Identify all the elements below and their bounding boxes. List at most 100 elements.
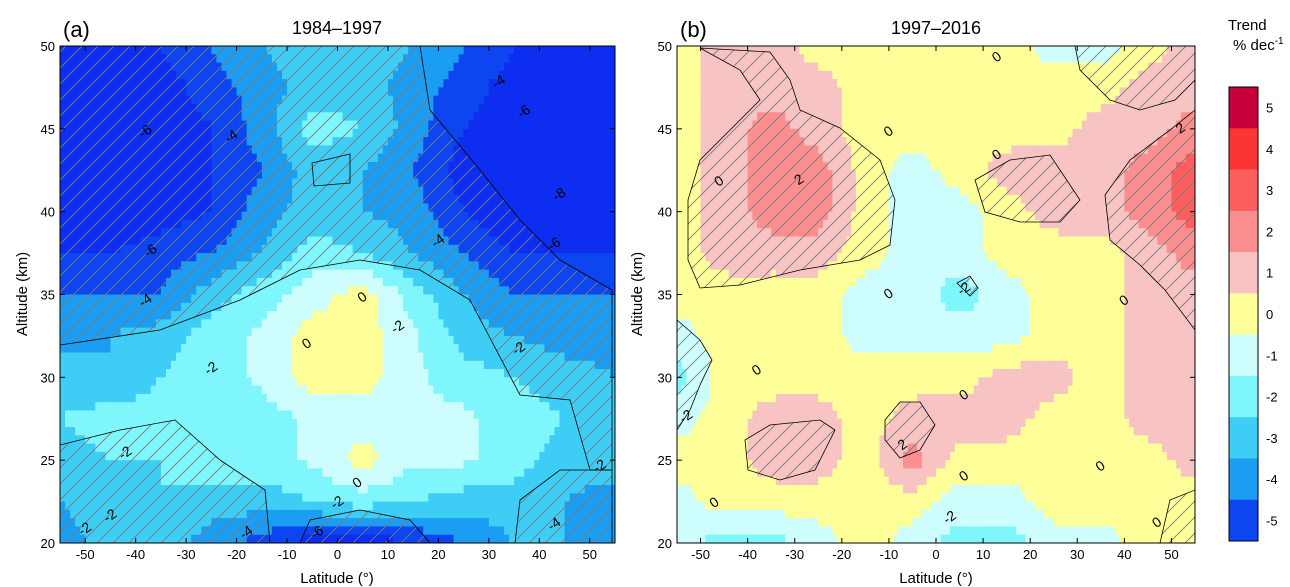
heatmap-cell xyxy=(453,54,460,64)
heatmap-cell xyxy=(332,352,339,362)
heatmap-cell xyxy=(564,410,571,420)
heatmap-cell xyxy=(70,369,76,378)
heatmap-cell xyxy=(504,62,510,72)
heatmap-cell xyxy=(458,327,465,337)
heatmap-cell xyxy=(246,402,253,412)
heatmap-cell xyxy=(246,352,253,362)
heatmap-cell xyxy=(352,286,359,296)
heatmap-cell xyxy=(367,319,374,329)
heatmap-cell xyxy=(609,170,615,180)
heatmap-cell xyxy=(130,369,137,378)
heatmap-cell xyxy=(498,46,505,55)
heatmap-cell xyxy=(297,286,303,296)
heatmap-cell xyxy=(191,393,197,403)
heatmap-cell xyxy=(488,344,495,354)
heatmap-cell xyxy=(171,352,177,362)
heatmap-cell xyxy=(509,79,515,89)
heatmap-cell xyxy=(564,211,571,221)
heatmap-cell xyxy=(423,410,429,420)
heatmap-cell xyxy=(357,369,364,378)
heatmap-cell xyxy=(352,294,359,304)
heatmap-cell xyxy=(276,286,283,296)
heatmap-cell xyxy=(261,327,268,337)
heatmap-cell xyxy=(463,402,470,412)
heatmap-cell xyxy=(75,418,81,428)
heatmap-cell xyxy=(549,178,556,188)
heatmap-cell xyxy=(297,311,303,320)
heatmap-cell xyxy=(347,294,354,304)
heatmap-cell xyxy=(529,195,535,204)
heatmap-cell xyxy=(120,393,127,403)
heatmap-cell xyxy=(453,369,460,378)
heatmap-cell xyxy=(80,410,86,420)
heatmap-cell xyxy=(468,360,475,370)
heatmap-cell xyxy=(342,335,349,345)
heatmap-cell xyxy=(534,219,540,229)
heatmap-cell xyxy=(241,327,248,337)
heatmap-cell xyxy=(312,385,318,395)
heatmap-cell xyxy=(609,236,615,246)
heatmap-cell xyxy=(322,319,329,329)
heatmap-cell xyxy=(539,170,545,180)
heatmap-cell xyxy=(554,120,561,130)
heatmap-cell xyxy=(393,311,399,320)
heatmap-cell xyxy=(387,393,394,403)
heatmap-cell xyxy=(498,87,505,97)
heatmap-cell xyxy=(206,402,212,412)
heatmap-cell xyxy=(398,385,404,395)
heatmap-cell xyxy=(443,79,450,89)
heatmap-cell xyxy=(357,302,364,312)
heatmap-cell xyxy=(564,178,571,188)
heatmap-cell xyxy=(428,360,434,370)
heatmap-cell xyxy=(196,369,202,378)
heatmap-cell xyxy=(377,344,384,354)
heatmap-cell xyxy=(196,327,202,337)
heatmap-cell xyxy=(493,360,500,370)
heatmap-cell xyxy=(287,277,293,287)
heatmap-cell xyxy=(433,360,440,370)
heatmap-cell xyxy=(458,103,465,113)
heatmap-cell xyxy=(594,112,601,122)
heatmap-cell xyxy=(428,79,434,89)
heatmap-cell xyxy=(579,203,586,213)
heatmap-cell xyxy=(453,46,460,55)
heatmap-cell xyxy=(322,335,329,345)
heatmap-cell xyxy=(539,79,545,89)
heatmap-cell xyxy=(211,335,218,345)
heatmap-cell xyxy=(478,161,485,171)
heatmap-cell xyxy=(357,402,364,412)
heatmap-cell xyxy=(504,186,510,196)
heatmap-cell xyxy=(463,294,470,304)
heatmap-cell xyxy=(387,269,394,279)
heatmap-cell xyxy=(574,170,581,180)
heatmap-cell xyxy=(256,327,263,337)
heatmap-cell xyxy=(584,236,591,246)
heatmap-cell xyxy=(125,418,132,428)
heatmap-cell xyxy=(271,410,278,420)
heatmap-cell xyxy=(332,286,339,296)
heatmap-cell xyxy=(433,311,440,320)
heatmap-cell xyxy=(231,418,238,428)
heatmap-cell xyxy=(130,385,137,395)
heatmap-cell xyxy=(423,277,429,287)
heatmap-cell xyxy=(377,402,384,412)
heatmap-cell xyxy=(312,319,318,329)
heatmap-cell xyxy=(524,87,530,97)
heatmap-cell xyxy=(140,335,147,345)
heatmap-cell xyxy=(256,344,263,354)
heatmap-cell xyxy=(90,410,96,420)
heatmap-cell xyxy=(317,402,323,412)
heatmap-cell xyxy=(544,153,551,163)
heatmap-cell xyxy=(226,352,233,362)
heatmap-cell xyxy=(206,369,212,378)
heatmap-cell xyxy=(307,360,313,370)
heatmap-cell xyxy=(473,87,480,97)
heatmap-cell xyxy=(529,203,535,213)
heatmap-cell xyxy=(423,70,429,80)
heatmap-cell xyxy=(599,269,606,279)
heatmap-cell xyxy=(393,319,399,329)
heatmap-cell xyxy=(428,352,434,362)
heatmap-cell xyxy=(534,70,540,80)
heatmap-cell xyxy=(261,393,268,403)
heatmap-cell xyxy=(524,54,530,64)
